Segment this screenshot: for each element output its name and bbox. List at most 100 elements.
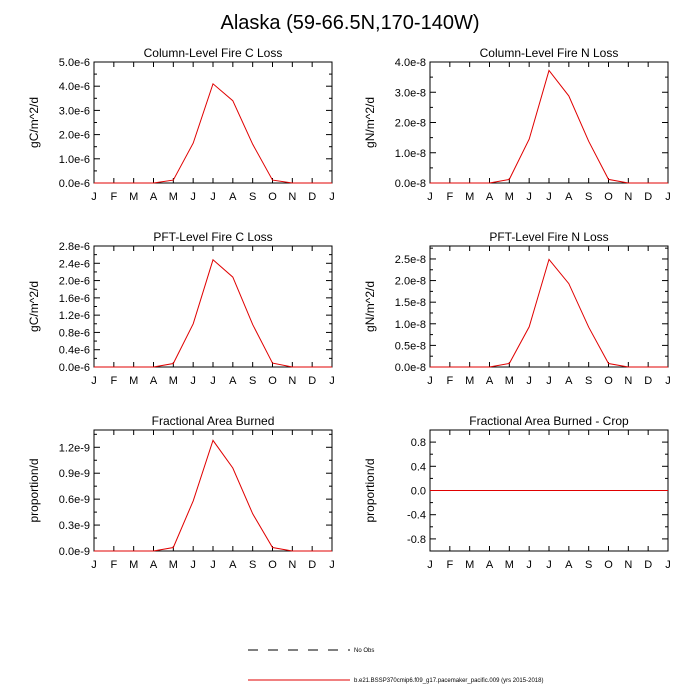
x-tick-label: F: [446, 559, 453, 571]
x-tick-label: O: [604, 375, 613, 387]
legend-model-label: b.e21.BSSP370cmip6.f09_g17.pacemaker_pac…: [354, 678, 543, 684]
data-point: [667, 366, 668, 367]
x-tick-label: S: [585, 375, 592, 387]
data-point: [113, 550, 114, 551]
y-tick-label: 3.0e-8: [395, 87, 426, 99]
y-tick-label: 0.0e-6: [59, 178, 90, 190]
data-point: [232, 277, 233, 278]
data-point: [628, 182, 629, 183]
y-axis-label: proportion/d: [363, 458, 377, 522]
x-tick-label: M: [465, 559, 474, 571]
data-point: [312, 550, 313, 551]
data-point: [193, 142, 194, 143]
data-point: [648, 490, 649, 491]
x-tick-label: J: [427, 375, 433, 387]
y-axis-label: gN/m^2/d: [363, 97, 377, 148]
x-tick-label: O: [604, 191, 613, 203]
data-point: [272, 179, 273, 180]
plot-frame: [429, 61, 669, 184]
x-tick-label: J: [210, 375, 216, 387]
data-point: [272, 363, 273, 364]
x-tick-label: J: [329, 375, 335, 387]
panel-title: Column-Level Fire C Loss: [144, 46, 283, 60]
data-point: [469, 182, 470, 183]
figure-title: Alaska (59-66.5N,170-140W): [220, 12, 480, 34]
plot-frame: [93, 245, 333, 368]
x-tick-label: A: [150, 375, 158, 387]
data-point: [449, 182, 450, 183]
legend-obs-label: No Obs: [354, 648, 374, 654]
plot-frame: [93, 61, 333, 184]
x-tick-label: J: [546, 559, 552, 571]
y-tick-label: 4.0e-6: [59, 81, 90, 93]
data-point: [608, 490, 609, 491]
y-tick-label: 0.3e-9: [59, 520, 90, 532]
data-point: [193, 500, 194, 501]
y-tick-label: 1.2e-6: [59, 310, 90, 322]
y-tick-label: 1.0e-8: [395, 148, 426, 160]
data-point: [252, 324, 253, 325]
data-point: [173, 363, 174, 364]
x-tick-label: J: [526, 191, 532, 203]
y-tick-label: 0.4: [411, 461, 426, 473]
data-point: [93, 182, 94, 183]
y-tick-label: 0.9e-9: [59, 468, 90, 480]
x-tick-label: N: [624, 559, 632, 571]
y-tick-label: 0.0e-8: [395, 178, 426, 190]
x-tick-label: A: [150, 559, 158, 571]
x-tick-label: M: [129, 559, 138, 571]
y-tick-label: 0.8e-6: [59, 327, 90, 339]
data-point: [548, 490, 549, 491]
data-point: [667, 490, 668, 491]
x-tick-label: M: [505, 191, 514, 203]
plot-frame: [429, 245, 669, 368]
data-point: [509, 490, 510, 491]
x-tick-label: D: [644, 375, 652, 387]
data-point: [588, 141, 589, 142]
x-tick-label: A: [565, 559, 573, 571]
x-tick-label: N: [288, 191, 296, 203]
y-tick-label: 1.6e-6: [59, 293, 90, 305]
x-tick-label: F: [110, 559, 117, 571]
x-tick-label: J: [91, 191, 97, 203]
x-tick-label: J: [546, 191, 552, 203]
data-point: [628, 366, 629, 367]
panel-6: Fractional Area Burned - Crop proportion/…: [363, 414, 671, 571]
y-axis-label: gC/m^2/d: [27, 281, 41, 332]
x-tick-label: J: [526, 375, 532, 387]
data-point: [153, 182, 154, 183]
data-point: [509, 363, 510, 364]
series-line: [430, 69, 668, 184]
x-tick-label: A: [565, 375, 573, 387]
x-tick-label: F: [110, 191, 117, 203]
data-point: [429, 366, 430, 367]
x-tick-label: N: [288, 375, 296, 387]
data-point: [331, 182, 332, 183]
series-line: [94, 258, 332, 368]
data-point: [489, 366, 490, 367]
x-tick-label: F: [110, 375, 117, 387]
data-point: [469, 490, 470, 491]
data-point: [449, 490, 450, 491]
x-tick-label: J: [546, 375, 552, 387]
y-tick-label: 2.0e-8: [395, 276, 426, 288]
x-tick-label: J: [190, 375, 196, 387]
data-point: [429, 490, 430, 491]
x-tick-label: S: [585, 559, 592, 571]
y-axis-label: gN/m^2/d: [363, 281, 377, 332]
x-tick-label: A: [486, 559, 494, 571]
data-point: [153, 550, 154, 551]
y-tick-label: -0.8: [407, 534, 426, 546]
x-tick-label: J: [329, 191, 335, 203]
y-tick-label: 2.8e-6: [59, 241, 90, 253]
data-point: [252, 513, 253, 514]
data-point: [588, 327, 589, 328]
panel-title: Fractional Area Burned - Crop: [469, 414, 629, 428]
y-tick-label: 4.0e-8: [395, 57, 426, 69]
x-tick-label: S: [249, 375, 256, 387]
data-point: [173, 179, 174, 180]
x-tick-label: M: [505, 375, 514, 387]
data-point: [509, 179, 510, 180]
